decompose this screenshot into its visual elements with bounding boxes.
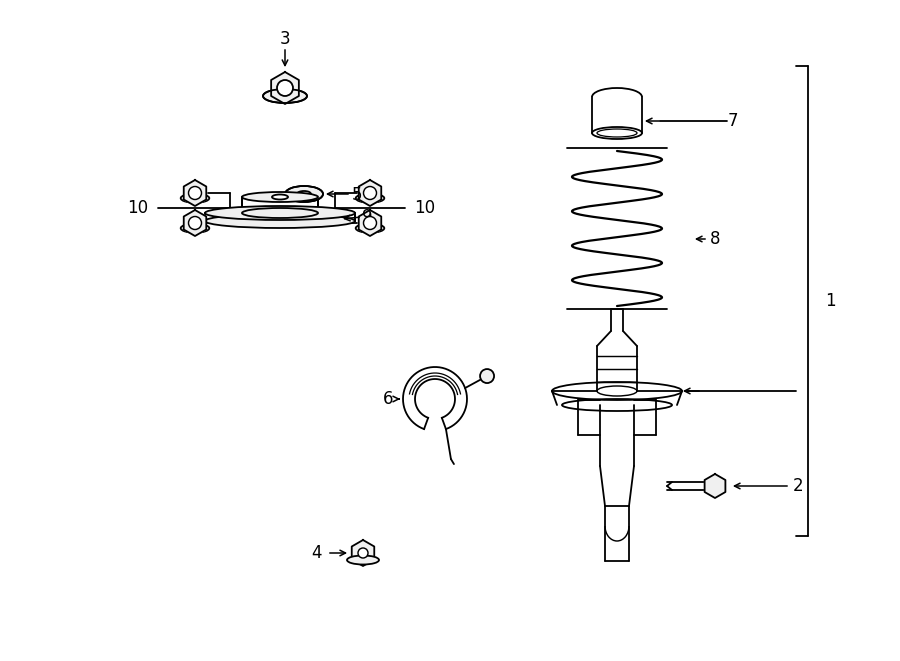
Text: 10: 10 (128, 199, 148, 217)
Circle shape (188, 217, 202, 229)
Ellipse shape (181, 223, 210, 233)
Text: 9: 9 (362, 208, 373, 226)
Ellipse shape (242, 208, 318, 218)
Ellipse shape (272, 194, 288, 200)
Ellipse shape (181, 194, 210, 203)
Ellipse shape (356, 194, 384, 203)
Ellipse shape (285, 186, 323, 202)
Ellipse shape (263, 89, 307, 103)
Text: 1: 1 (825, 292, 835, 310)
Text: 7: 7 (728, 112, 739, 130)
Circle shape (358, 548, 368, 558)
Polygon shape (359, 210, 382, 236)
Text: 6: 6 (382, 390, 393, 408)
Circle shape (480, 369, 494, 383)
Circle shape (364, 186, 376, 200)
Polygon shape (184, 210, 206, 236)
Text: 10: 10 (414, 199, 436, 217)
Ellipse shape (242, 192, 318, 202)
Text: 8: 8 (710, 230, 721, 248)
Text: 3: 3 (280, 30, 291, 48)
Ellipse shape (297, 191, 311, 197)
Circle shape (188, 186, 202, 200)
Text: 2: 2 (793, 477, 804, 495)
Ellipse shape (347, 555, 379, 564)
Ellipse shape (205, 214, 355, 228)
Polygon shape (271, 72, 299, 104)
Polygon shape (359, 180, 382, 206)
Ellipse shape (205, 206, 355, 220)
Ellipse shape (356, 223, 384, 233)
Polygon shape (705, 474, 725, 498)
Polygon shape (352, 540, 374, 566)
Circle shape (277, 80, 293, 96)
Polygon shape (184, 180, 206, 206)
Circle shape (364, 217, 376, 229)
Text: 5: 5 (352, 186, 363, 204)
Text: 4: 4 (310, 544, 321, 562)
